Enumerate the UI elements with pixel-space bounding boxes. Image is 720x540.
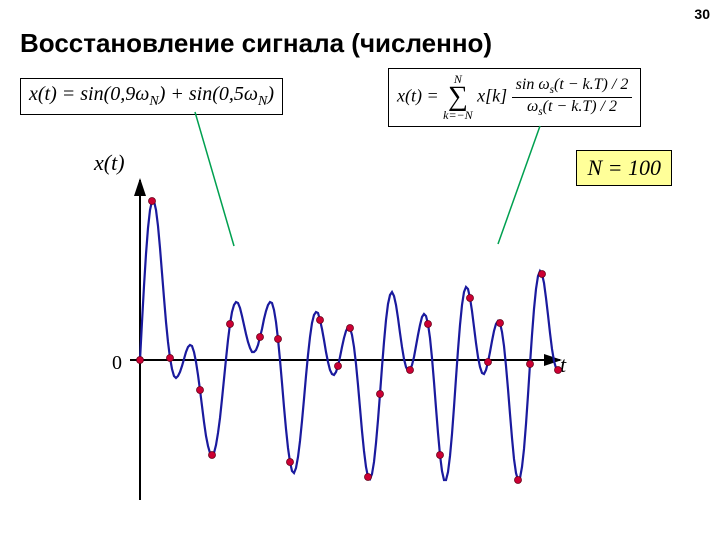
formula2-lhs: x(t) = xyxy=(397,86,439,106)
formula1-text: x(t) = sin(0,9ωN) + sin(0,5ωN) xyxy=(29,83,274,105)
signal-chart xyxy=(80,160,640,520)
formula2-xk: x[k] xyxy=(477,86,507,106)
formula-reconstruction: x(t) = N ∑ k=−N x[k] sin ωs(t − k.T) / 2… xyxy=(388,68,641,127)
fraction-numerator: sin ωs(t − k.T) / 2 xyxy=(512,76,633,98)
fraction-denominator: ωs(t − k.T) / 2 xyxy=(512,98,633,119)
sigma-icon: ∑ xyxy=(443,86,473,108)
page-number: 30 xyxy=(694,6,710,22)
slide-title: Восстановление сигнала (численно) xyxy=(20,28,492,59)
chart-svg xyxy=(80,160,640,520)
summation-symbol: N ∑ k=−N xyxy=(443,73,473,122)
formula-original-signal: x(t) = sin(0,9ωN) + sin(0,5ωN) xyxy=(20,78,283,115)
sum-lower: k=−N xyxy=(443,108,473,122)
sinc-fraction: sin ωs(t − k.T) / 2 ωs(t − k.T) / 2 xyxy=(512,76,633,118)
